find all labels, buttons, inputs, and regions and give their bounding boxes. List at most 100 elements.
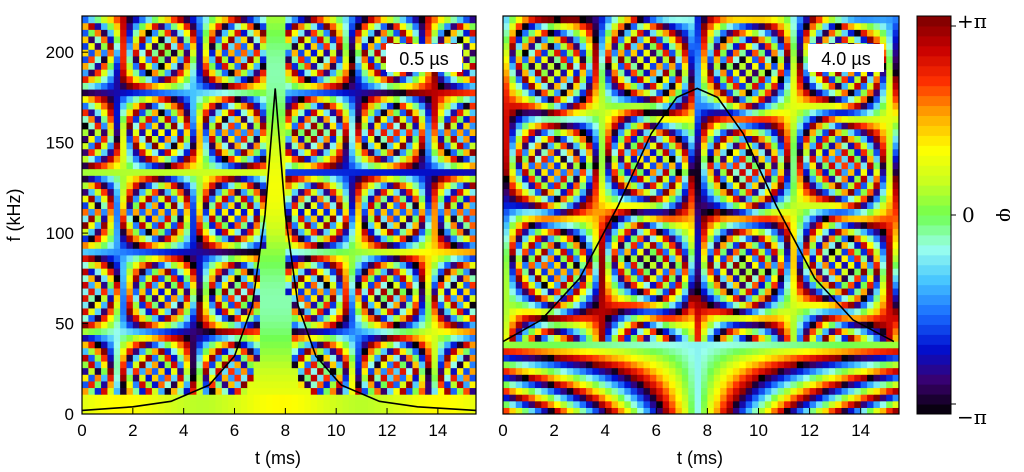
heatmap-cell	[720, 327, 728, 335]
heatmap-cell	[158, 102, 166, 110]
heatmap-cell	[348, 55, 356, 64]
heatmap-cell	[336, 241, 344, 249]
heatmap-cell	[317, 155, 325, 163]
heatmap-cell	[329, 341, 337, 349]
heatmap-cell	[444, 254, 452, 263]
heatmap-cell	[777, 281, 785, 289]
heatmap-cell	[336, 201, 344, 209]
heatmap-cell	[240, 82, 248, 90]
heatmap-cell	[399, 128, 407, 136]
heatmap-cell	[323, 281, 331, 289]
heatmap-cell	[279, 314, 286, 322]
heatmap-cell	[873, 281, 881, 289]
heatmap-cell	[259, 181, 267, 190]
heatmap-cell	[393, 16, 401, 24]
heatmap-cell	[617, 281, 625, 289]
heatmap-cell	[790, 380, 798, 389]
heatmap-cell	[399, 367, 407, 375]
heatmap-cell	[240, 354, 248, 362]
heatmap-cell	[336, 115, 344, 123]
heatmap-cell	[247, 327, 255, 335]
heatmap-cell	[355, 334, 363, 342]
heatmap-cell	[412, 294, 420, 302]
heatmap-cell	[279, 22, 286, 30]
heatmap-cell	[202, 254, 210, 263]
heatmap-cell	[688, 354, 696, 362]
heatmap-cell	[450, 294, 458, 302]
heatmap-cell	[196, 221, 204, 229]
heatmap-cell	[291, 142, 299, 150]
heatmap-cell	[145, 367, 153, 375]
heatmap-cell	[624, 321, 632, 329]
heatmap-cell	[662, 314, 670, 322]
heatmap-cell	[228, 16, 236, 24]
heatmap-cell	[234, 82, 242, 90]
heatmap-cell	[854, 360, 862, 369]
heatmap-cell	[726, 341, 734, 349]
heatmap-cell	[132, 102, 140, 110]
heatmap-cell	[132, 221, 140, 229]
heatmap-cell	[170, 29, 178, 37]
heatmap-cell	[412, 347, 420, 355]
heatmap-cell	[815, 341, 823, 349]
heatmap-cell	[94, 387, 102, 395]
heatmap-cell	[463, 115, 471, 123]
heatmap-cell	[310, 228, 318, 236]
heatmap-cell	[170, 228, 178, 236]
heatmap-cell	[82, 155, 89, 163]
heatmap-cell	[456, 281, 464, 289]
heatmap-cell	[361, 16, 369, 24]
heatmap-cell	[132, 201, 140, 209]
heatmap-cell	[450, 261, 458, 269]
heatmap-cell	[739, 367, 747, 375]
heatmap-cell	[431, 354, 439, 362]
heatmap-cell	[662, 394, 670, 402]
heatmap-cell	[444, 35, 452, 44]
heatmap-cell	[560, 347, 568, 355]
heatmap-cell	[132, 341, 140, 349]
heatmap-cell	[145, 168, 153, 176]
heatmap-cell	[259, 128, 267, 136]
heatmap-cell	[387, 188, 394, 196]
heatmap-cell	[329, 241, 337, 249]
heatmap-cell	[139, 16, 147, 24]
heatmap-cell	[573, 347, 581, 355]
heatmap-cell	[107, 181, 115, 190]
heatmap-cell	[450, 35, 458, 44]
heatmap-cell	[336, 22, 344, 30]
heatmap-cell	[803, 334, 811, 342]
heatmap-cell	[259, 274, 267, 282]
heatmap-cell	[151, 168, 159, 176]
heatmap-cell	[126, 49, 134, 57]
heatmap-cell	[247, 287, 255, 296]
heatmap-cell	[560, 354, 568, 362]
heatmap-cell	[649, 281, 657, 289]
heatmap-cell	[522, 367, 530, 375]
heatmap-cell	[82, 228, 89, 236]
heatmap-cell	[202, 215, 210, 223]
heatmap-cell	[444, 69, 452, 77]
heatmap-cell	[399, 135, 407, 143]
heatmap-cell	[450, 148, 458, 156]
heatmap-cell	[463, 161, 471, 170]
heatmap-cell	[285, 394, 293, 402]
heatmap-cell	[120, 135, 128, 143]
heatmap-cell	[234, 62, 242, 70]
heatmap-cell	[342, 387, 350, 395]
heatmap-cell	[579, 374, 587, 382]
heatmap-cell	[177, 274, 185, 282]
heatmap-cell	[151, 254, 159, 263]
heatmap-cell	[145, 128, 153, 136]
heatmap-cell	[259, 248, 267, 256]
heatmap-cell	[566, 321, 574, 329]
heatmap-cell	[815, 287, 823, 296]
heatmap-cell	[361, 102, 369, 110]
heatmap-cell	[406, 69, 414, 77]
heatmap-cell	[209, 102, 217, 110]
heatmap-cell	[247, 215, 255, 223]
heatmap-cell	[279, 380, 286, 389]
heatmap-cell	[101, 234, 109, 243]
heatmap-cell	[151, 241, 159, 249]
heatmap-cell	[847, 307, 855, 316]
heatmap-cell	[528, 380, 536, 389]
